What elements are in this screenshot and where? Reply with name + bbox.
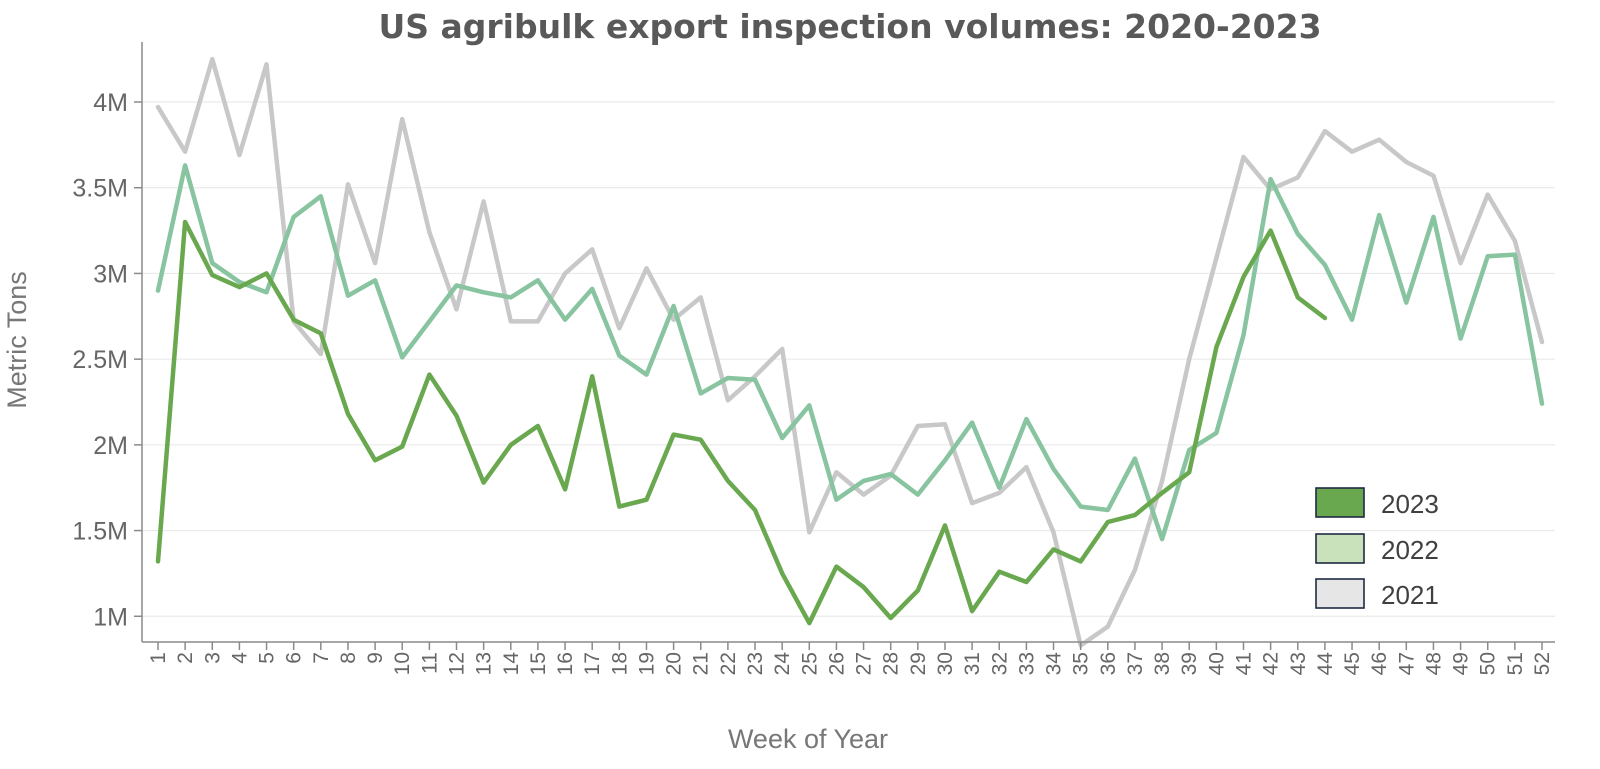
chart-title: US agribulk export inspection volumes: 2… xyxy=(378,7,1321,46)
x-tick-label: 10 xyxy=(391,652,414,675)
axes xyxy=(141,42,1555,643)
x-tick-label: 16 xyxy=(554,652,577,675)
series-line-2022 xyxy=(155,163,1545,542)
legend-label: 2021 xyxy=(1381,580,1439,610)
series-line-2023 xyxy=(155,219,1328,626)
x-tick-label: 4 xyxy=(228,652,251,664)
y-tick-label: 4M xyxy=(93,89,128,117)
grid-lines xyxy=(142,101,1555,617)
legend-item-2021: 2021 xyxy=(1315,578,1439,610)
y-tick-label: 1.5M xyxy=(72,518,128,546)
x-tick-label: 20 xyxy=(663,652,686,675)
x-tick-label: 41 xyxy=(1232,652,1255,675)
legend-item-2023: 2023 xyxy=(1315,487,1439,519)
x-tick-label: 48 xyxy=(1422,652,1445,675)
x-tick-label: 47 xyxy=(1395,652,1418,675)
x-tick-label: 30 xyxy=(934,652,957,675)
y-tick-label: 3M xyxy=(93,260,128,288)
series-lines xyxy=(155,56,1545,648)
x-tick-label: 17 xyxy=(581,652,604,675)
x-tick-label: 21 xyxy=(690,652,713,675)
x-tick-label: 39 xyxy=(1178,652,1201,675)
legend-swatch xyxy=(1315,578,1365,609)
x-tick-label: 25 xyxy=(798,652,821,675)
x-tick-label: 29 xyxy=(907,652,930,675)
x-tick-label: 6 xyxy=(283,652,306,664)
legend-item-2022: 2022 xyxy=(1315,533,1439,565)
x-tick-label: 12 xyxy=(446,652,469,675)
legend-swatch xyxy=(1315,533,1365,564)
x-tick-label: 31 xyxy=(961,652,984,675)
y-axis-label: Metric Tons xyxy=(2,271,32,409)
x-tick-label: 51 xyxy=(1504,652,1527,675)
x-tick-label: 36 xyxy=(1097,652,1120,675)
x-tick-label: 43 xyxy=(1287,652,1310,675)
x-axis-label: Week of Year xyxy=(728,724,888,754)
x-tick-label: 23 xyxy=(744,652,767,675)
x-tick-label: 9 xyxy=(364,652,387,664)
legend-swatch xyxy=(1315,487,1365,518)
x-tick-label: 1 xyxy=(147,652,170,664)
x-tick-label: 38 xyxy=(1151,652,1174,675)
x-tick-label: 14 xyxy=(500,652,523,676)
x-tick-label: 15 xyxy=(527,652,550,675)
x-tick-label: 7 xyxy=(310,652,333,664)
x-tick-label: 19 xyxy=(635,652,658,675)
legend: 2023 2022 2021 xyxy=(1315,487,1439,610)
x-tick-label: 22 xyxy=(717,652,740,675)
x-tick-label: 32 xyxy=(988,652,1011,675)
x-axis-ticks: 1 2 3 4 5 6 7 8 9 10 11 12 13 14 15 16 17 18 19 20 21 22 23 24 2… xyxy=(147,642,1554,675)
x-tick-label: 34 xyxy=(1043,652,1066,676)
x-tick-label: 50 xyxy=(1477,652,1500,675)
y-tick-label: 2M xyxy=(93,432,128,460)
x-tick-label: 8 xyxy=(337,652,360,664)
y-tick-label: 3.5M xyxy=(72,175,128,203)
x-tick-label: 49 xyxy=(1450,652,1473,675)
x-tick-label: 42 xyxy=(1260,652,1283,675)
x-tick-label: 11 xyxy=(418,652,441,674)
y-tick-label: 2.5M xyxy=(72,346,128,374)
x-tick-label: 44 xyxy=(1314,652,1337,676)
x-tick-label: 46 xyxy=(1368,652,1391,675)
legend-label: 2023 xyxy=(1381,489,1439,519)
series-line-2021 xyxy=(155,56,1545,648)
x-tick-label: 5 xyxy=(256,652,279,664)
x-tick-label: 26 xyxy=(825,652,848,675)
x-tick-label: 13 xyxy=(473,652,496,675)
x-tick-label: 35 xyxy=(1070,652,1093,675)
x-tick-label: 45 xyxy=(1341,652,1364,675)
legend-label: 2022 xyxy=(1381,535,1439,565)
x-tick-label: 27 xyxy=(853,652,876,675)
x-tick-label: 28 xyxy=(880,652,903,675)
x-tick-label: 52 xyxy=(1531,652,1554,675)
x-tick-label: 40 xyxy=(1205,652,1228,675)
y-axis-ticks: 1M 1.5M 2M 2.5M 3M 3.5M 4M xyxy=(72,89,142,631)
x-tick-label: 37 xyxy=(1124,652,1147,675)
x-tick-label: 33 xyxy=(1015,652,1038,675)
x-tick-label: 18 xyxy=(608,652,631,675)
x-tick-label: 3 xyxy=(201,652,224,664)
x-tick-label: 24 xyxy=(771,652,794,676)
y-tick-label: 1M xyxy=(93,603,128,631)
x-tick-label: 2 xyxy=(174,652,197,664)
